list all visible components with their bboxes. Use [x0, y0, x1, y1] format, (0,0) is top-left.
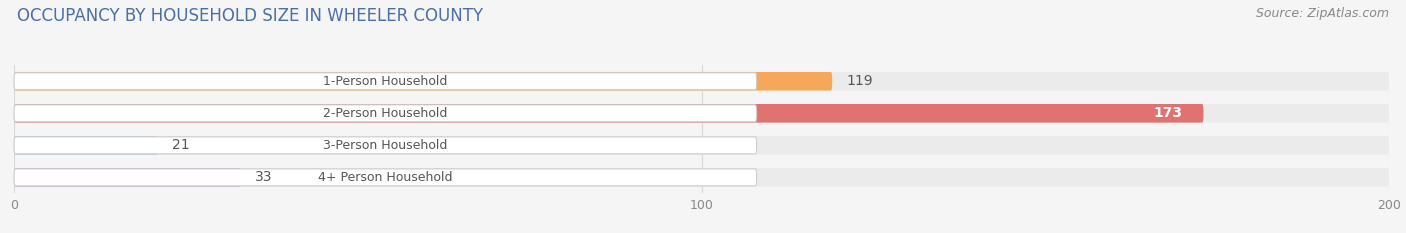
FancyBboxPatch shape: [14, 72, 1389, 91]
FancyBboxPatch shape: [14, 169, 756, 186]
FancyBboxPatch shape: [14, 136, 159, 155]
Text: 4+ Person Household: 4+ Person Household: [318, 171, 453, 184]
Text: 173: 173: [1154, 106, 1182, 120]
Text: OCCUPANCY BY HOUSEHOLD SIZE IN WHEELER COUNTY: OCCUPANCY BY HOUSEHOLD SIZE IN WHEELER C…: [17, 7, 484, 25]
FancyBboxPatch shape: [14, 73, 756, 90]
Text: 2-Person Household: 2-Person Household: [323, 107, 447, 120]
FancyBboxPatch shape: [14, 105, 756, 122]
FancyBboxPatch shape: [14, 137, 756, 154]
Text: 3-Person Household: 3-Person Household: [323, 139, 447, 152]
FancyBboxPatch shape: [14, 104, 1389, 123]
Text: 1-Person Household: 1-Person Household: [323, 75, 447, 88]
Text: 21: 21: [172, 138, 190, 152]
Text: 119: 119: [846, 74, 873, 88]
FancyBboxPatch shape: [14, 168, 240, 187]
Text: 33: 33: [254, 170, 273, 184]
Text: Source: ZipAtlas.com: Source: ZipAtlas.com: [1256, 7, 1389, 20]
FancyBboxPatch shape: [14, 168, 1389, 187]
FancyBboxPatch shape: [14, 72, 832, 91]
FancyBboxPatch shape: [14, 104, 1204, 123]
FancyBboxPatch shape: [14, 136, 1389, 155]
